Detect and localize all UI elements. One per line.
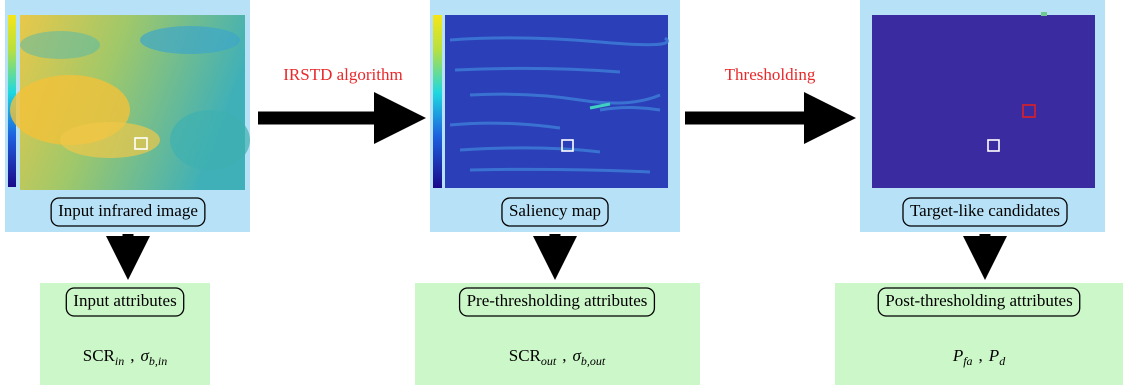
subscript: b,out: [581, 354, 606, 368]
attribute-title: Input attributes: [73, 291, 176, 310]
symbol: SCR: [509, 346, 542, 365]
stage-label: Saliency map: [509, 201, 601, 220]
attribute-title: Pre-thresholding attributes: [467, 291, 648, 310]
subscript: fa: [963, 354, 972, 368]
symbol: P: [952, 346, 963, 365]
transition-label: Thresholding: [725, 65, 816, 84]
separator: ,: [979, 346, 983, 365]
symbol: SCR: [83, 346, 116, 365]
subscript: out: [541, 354, 557, 368]
attribute-formula: Pfa​,Pd​: [952, 346, 1006, 368]
colorbar: [433, 15, 442, 188]
subscript: d: [999, 354, 1006, 368]
subscript: in: [115, 354, 124, 368]
separator: ,: [130, 346, 134, 365]
candidates-image: [872, 12, 1095, 188]
stage-label: Input infrared image: [58, 201, 198, 220]
diagram: IRSTD algorithm Thresholding Input infra…: [0, 0, 1123, 387]
stage-label: Target-like candidates: [910, 201, 1060, 220]
separator: ,: [562, 346, 566, 365]
symbol: P: [988, 346, 999, 365]
saliency-image: [445, 15, 668, 188]
subscript: b,in: [149, 354, 167, 368]
infrared-image: [10, 15, 250, 190]
attribute-title: Post-thresholding attributes: [885, 291, 1072, 310]
transition-label: IRSTD algorithm: [283, 65, 402, 84]
